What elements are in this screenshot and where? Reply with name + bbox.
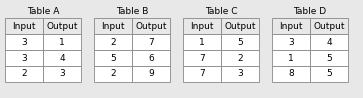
Bar xyxy=(43,18,81,34)
Bar xyxy=(183,18,221,34)
Bar xyxy=(272,66,310,82)
Bar xyxy=(43,66,81,82)
Text: Table D: Table D xyxy=(293,7,327,16)
Bar xyxy=(221,34,259,50)
Text: 3: 3 xyxy=(21,38,27,46)
Text: Input: Input xyxy=(101,21,125,30)
Text: 2: 2 xyxy=(110,38,116,46)
Bar xyxy=(183,50,221,66)
Bar xyxy=(5,50,43,66)
Bar xyxy=(94,50,132,66)
Bar xyxy=(132,18,170,34)
Text: 1: 1 xyxy=(59,38,65,46)
Bar xyxy=(310,50,348,66)
Text: 1: 1 xyxy=(288,54,294,63)
Bar xyxy=(272,50,310,66)
Text: 4: 4 xyxy=(59,54,65,63)
Text: 6: 6 xyxy=(148,54,154,63)
Text: 4: 4 xyxy=(326,38,332,46)
Bar xyxy=(5,34,43,50)
Text: Table A: Table A xyxy=(27,7,59,16)
Bar xyxy=(272,18,310,34)
Bar xyxy=(43,34,81,50)
Bar xyxy=(221,66,259,82)
Text: 3: 3 xyxy=(288,38,294,46)
Text: 9: 9 xyxy=(148,69,154,78)
Bar xyxy=(5,66,43,82)
Text: 3: 3 xyxy=(237,69,243,78)
Bar xyxy=(183,66,221,82)
Text: 3: 3 xyxy=(21,54,27,63)
Bar xyxy=(272,34,310,50)
Text: Output: Output xyxy=(135,21,167,30)
Text: 7: 7 xyxy=(199,69,205,78)
Text: 3: 3 xyxy=(59,69,65,78)
Bar xyxy=(310,18,348,34)
Text: 8: 8 xyxy=(288,69,294,78)
Bar xyxy=(132,66,170,82)
Text: 2: 2 xyxy=(110,69,116,78)
Text: Input: Input xyxy=(279,21,303,30)
Bar xyxy=(221,50,259,66)
Bar xyxy=(94,18,132,34)
Bar xyxy=(94,34,132,50)
Bar xyxy=(5,18,43,34)
Text: 5: 5 xyxy=(237,38,243,46)
Bar xyxy=(94,66,132,82)
Text: 7: 7 xyxy=(148,38,154,46)
Text: Table B: Table B xyxy=(116,7,148,16)
Bar xyxy=(310,34,348,50)
Text: 5: 5 xyxy=(326,54,332,63)
Text: 5: 5 xyxy=(326,69,332,78)
Text: 7: 7 xyxy=(199,54,205,63)
Text: Input: Input xyxy=(190,21,214,30)
Text: Output: Output xyxy=(313,21,345,30)
Bar xyxy=(43,50,81,66)
Bar xyxy=(132,50,170,66)
Bar xyxy=(183,34,221,50)
Bar xyxy=(132,34,170,50)
Text: Input: Input xyxy=(12,21,36,30)
Text: 5: 5 xyxy=(110,54,116,63)
Bar xyxy=(310,66,348,82)
Text: Output: Output xyxy=(46,21,78,30)
Bar xyxy=(221,18,259,34)
Text: 2: 2 xyxy=(21,69,27,78)
Text: Output: Output xyxy=(224,21,256,30)
Text: 2: 2 xyxy=(237,54,243,63)
Text: 1: 1 xyxy=(199,38,205,46)
Text: Table C: Table C xyxy=(205,7,237,16)
